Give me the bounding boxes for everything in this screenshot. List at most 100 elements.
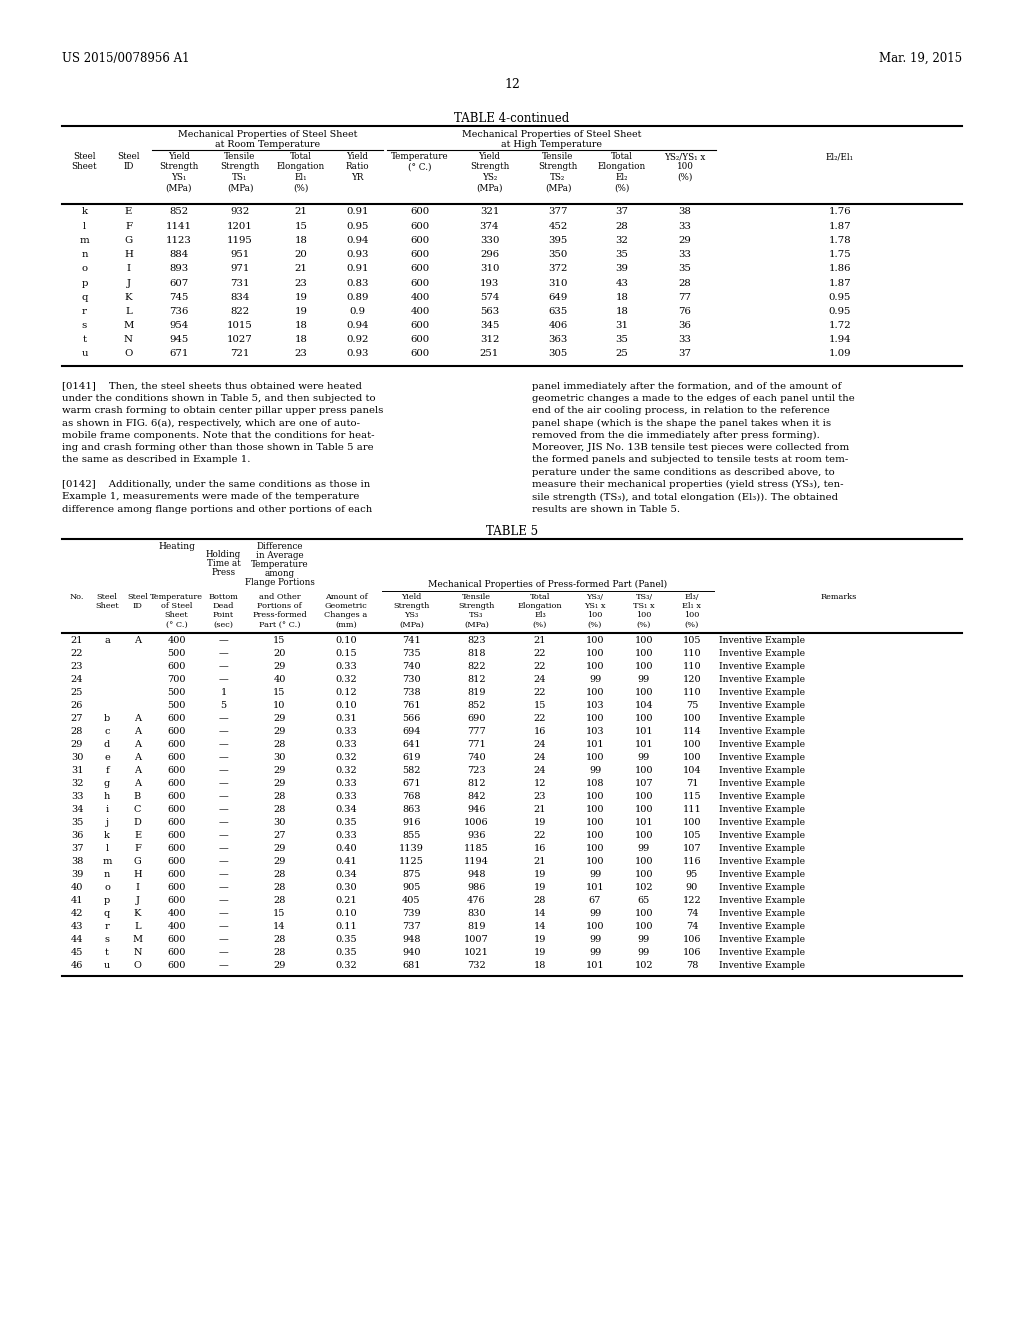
Text: 671: 671 <box>169 350 188 359</box>
Text: 400: 400 <box>167 636 185 645</box>
Text: 600: 600 <box>167 714 185 723</box>
Text: —: — <box>219 752 228 762</box>
Text: Example 1, measurements were made of the temperature: Example 1, measurements were made of the… <box>62 492 359 502</box>
Text: K: K <box>125 293 132 302</box>
Text: Inventive Example: Inventive Example <box>719 961 805 970</box>
Text: 101: 101 <box>635 741 653 748</box>
Text: Inventive Example: Inventive Example <box>719 948 805 957</box>
Text: —: — <box>219 961 228 970</box>
Text: 110: 110 <box>683 688 701 697</box>
Text: Total
Elongation
El₃
(%): Total Elongation El₃ (%) <box>518 593 562 628</box>
Text: at Room Temperature: at Room Temperature <box>215 140 321 149</box>
Text: 19: 19 <box>295 293 307 302</box>
Text: 99: 99 <box>589 870 601 879</box>
Text: 111: 111 <box>683 805 701 814</box>
Text: 104: 104 <box>683 766 701 775</box>
Text: 18: 18 <box>295 236 307 246</box>
Text: M: M <box>132 935 142 944</box>
Text: 0.32: 0.32 <box>335 752 357 762</box>
Text: 745: 745 <box>169 293 188 302</box>
Text: 102: 102 <box>635 883 653 892</box>
Text: 818: 818 <box>467 649 485 657</box>
Text: 28: 28 <box>273 896 286 906</box>
Text: 600: 600 <box>167 948 185 957</box>
Text: 1.75: 1.75 <box>828 249 851 259</box>
Text: 100: 100 <box>635 688 653 697</box>
Text: 29: 29 <box>273 857 286 866</box>
Text: Flange Portions: Flange Portions <box>245 578 314 587</box>
Text: 110: 110 <box>683 649 701 657</box>
Text: 107: 107 <box>683 843 701 853</box>
Text: 406: 406 <box>549 321 567 330</box>
Text: 723: 723 <box>467 766 485 775</box>
Text: 40: 40 <box>273 675 286 684</box>
Text: 363: 363 <box>548 335 567 345</box>
Text: 21: 21 <box>534 636 546 645</box>
Text: Inventive Example: Inventive Example <box>719 792 805 801</box>
Text: 31: 31 <box>615 321 629 330</box>
Text: the same as described in Example 1.: the same as described in Example 1. <box>62 455 251 465</box>
Text: —: — <box>219 714 228 723</box>
Text: TABLE 5: TABLE 5 <box>486 525 538 539</box>
Text: El₃/
El₁ x
100
(%): El₃/ El₁ x 100 (%) <box>683 593 701 628</box>
Text: 600: 600 <box>167 663 185 671</box>
Text: Inventive Example: Inventive Example <box>719 663 805 671</box>
Text: G: G <box>125 236 132 246</box>
Text: 1006: 1006 <box>464 818 488 828</box>
Text: Inventive Example: Inventive Example <box>719 701 805 710</box>
Text: 1.78: 1.78 <box>828 236 851 246</box>
Text: 15: 15 <box>534 701 546 710</box>
Text: 741: 741 <box>402 636 421 645</box>
Text: 737: 737 <box>402 921 421 931</box>
Text: 18: 18 <box>615 293 629 302</box>
Text: the formed panels and subjected to tensile tests at room tem-: the formed panels and subjected to tensi… <box>532 455 848 465</box>
Text: Temperature: Temperature <box>251 560 308 569</box>
Text: I: I <box>135 883 139 892</box>
Text: Yield
Ratio
YR: Yield Ratio YR <box>346 152 370 182</box>
Text: Steel
Sheet: Steel Sheet <box>95 593 119 610</box>
Text: 18: 18 <box>534 961 546 970</box>
Text: 619: 619 <box>402 752 421 762</box>
Text: 28: 28 <box>679 279 691 288</box>
Text: Inventive Example: Inventive Example <box>719 727 805 737</box>
Text: [0141]    Then, the steel sheets thus obtained were heated: [0141] Then, the steel sheets thus obtai… <box>62 381 361 391</box>
Text: 18: 18 <box>295 321 307 330</box>
Text: r: r <box>104 921 110 931</box>
Text: Heating: Heating <box>158 543 195 550</box>
Text: mobile frame components. Note that the conditions for heat-: mobile frame components. Note that the c… <box>62 430 375 440</box>
Text: 15: 15 <box>273 688 286 697</box>
Text: 65: 65 <box>638 896 650 906</box>
Text: 95: 95 <box>686 870 698 879</box>
Text: 740: 740 <box>402 663 421 671</box>
Text: 400: 400 <box>411 293 430 302</box>
Text: u: u <box>81 350 88 359</box>
Text: 99: 99 <box>638 843 650 853</box>
Text: 500: 500 <box>167 649 185 657</box>
Text: 33: 33 <box>679 335 691 345</box>
Text: 312: 312 <box>480 335 499 345</box>
Text: p: p <box>81 279 88 288</box>
Text: 100: 100 <box>586 663 604 671</box>
Text: Inventive Example: Inventive Example <box>719 909 805 917</box>
Text: 600: 600 <box>167 752 185 762</box>
Text: 0.9: 0.9 <box>349 306 366 315</box>
Text: Tensile
Strength
TS₁
(MPa): Tensile Strength TS₁ (MPa) <box>220 152 260 193</box>
Text: and Other
Portions of
Press-formed
Part (° C.): and Other Portions of Press-formed Part … <box>252 593 307 628</box>
Text: 24: 24 <box>71 675 83 684</box>
Text: 1027: 1027 <box>227 335 253 345</box>
Text: 19: 19 <box>295 306 307 315</box>
Text: 108: 108 <box>586 779 604 788</box>
Text: 395: 395 <box>549 236 567 246</box>
Text: 15: 15 <box>273 909 286 917</box>
Text: Inventive Example: Inventive Example <box>719 675 805 684</box>
Text: 771: 771 <box>467 741 485 748</box>
Text: 0.95: 0.95 <box>828 306 851 315</box>
Text: 22: 22 <box>534 688 546 697</box>
Text: 0.95: 0.95 <box>346 222 369 231</box>
Text: 738: 738 <box>402 688 421 697</box>
Text: 77: 77 <box>679 293 691 302</box>
Text: 0.83: 0.83 <box>346 279 369 288</box>
Text: 35: 35 <box>71 818 83 828</box>
Text: 100: 100 <box>586 636 604 645</box>
Text: 105: 105 <box>683 832 701 840</box>
